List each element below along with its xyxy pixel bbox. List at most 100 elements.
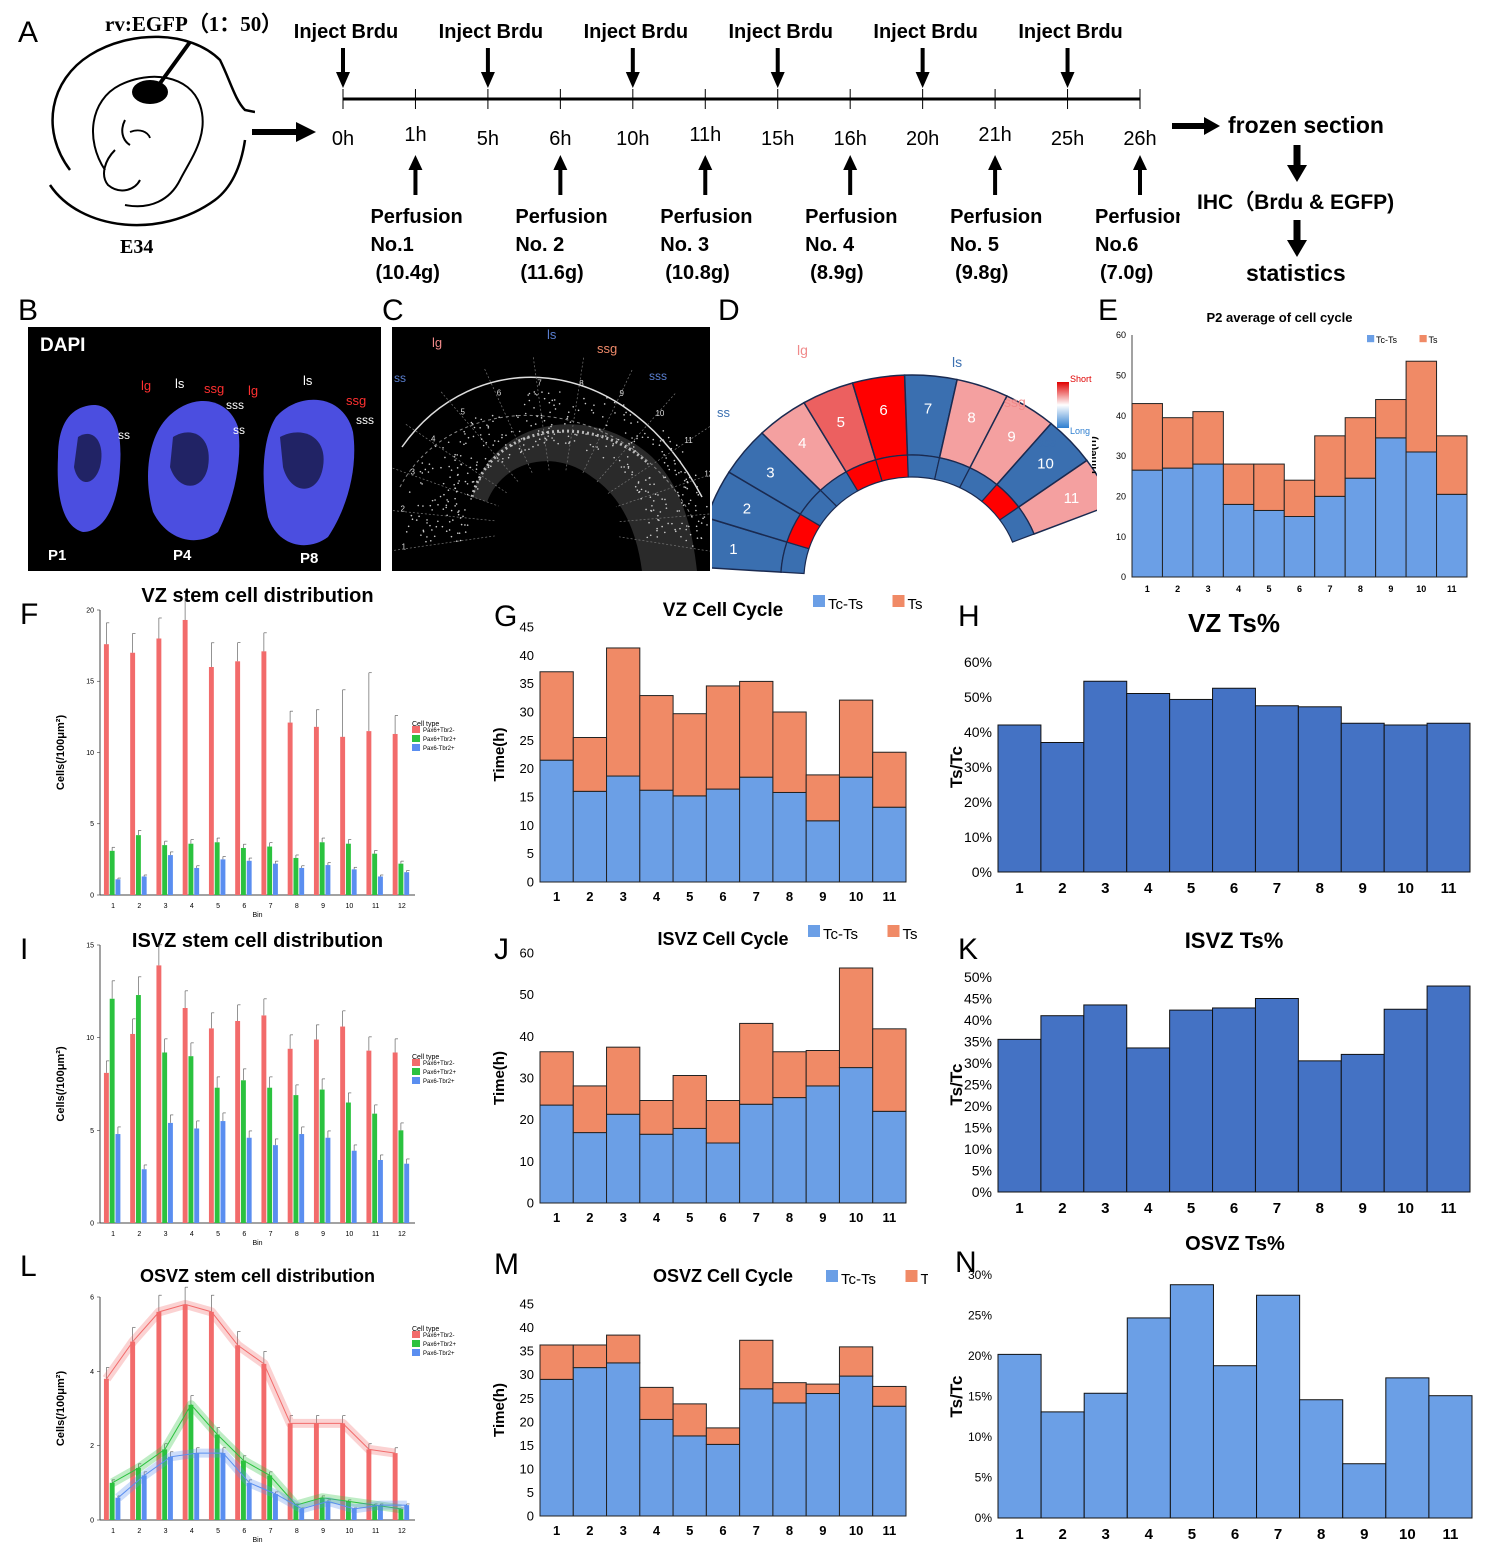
bar <box>168 1123 173 1223</box>
b-label-ss-2: ss <box>233 423 245 437</box>
c-cell-dot <box>483 445 485 447</box>
y-tick-label: 0 <box>90 892 94 899</box>
c-cell-dot <box>678 472 680 474</box>
c-cell-dot <box>525 413 527 415</box>
x-tick-label: 10 <box>849 889 863 904</box>
x-tick-label: 6 <box>242 1528 246 1535</box>
c-cell-dot <box>675 531 677 533</box>
c-cell-dot <box>668 437 670 439</box>
x-tick-label: 4 <box>1144 880 1153 897</box>
c-cell-dot <box>674 460 676 462</box>
y-tick-label: 5 <box>90 1128 94 1135</box>
c-label-sss: sss <box>649 369 667 383</box>
bar-segment <box>806 821 839 882</box>
bar <box>1041 1016 1084 1192</box>
perfusion-arrow-head <box>553 155 567 170</box>
c-cell-dot <box>618 439 620 441</box>
bar-segment <box>673 714 706 796</box>
y-tick-label: 45% <box>964 990 992 1006</box>
bar-segment <box>573 1345 606 1368</box>
c-cell-dot <box>486 424 488 426</box>
embryo-drawing <box>30 20 255 235</box>
c-cell-dot <box>416 519 418 521</box>
c-cell-dot <box>655 493 657 495</box>
x-tick-label: 7 <box>269 1528 273 1535</box>
x-tick-label: 6 <box>1297 584 1302 594</box>
x-tick-label: 3 <box>620 1210 627 1225</box>
bar-segment <box>706 1444 739 1516</box>
y-tick-label: 50% <box>964 689 992 705</box>
legend-label: Pax6+Tbr2- <box>423 728 455 734</box>
panel-letter-l: L <box>20 1252 37 1282</box>
time-label: 20h <box>906 128 939 150</box>
x-tick-label: 4 <box>1145 1526 1154 1543</box>
x-tick-label: 7 <box>269 903 273 910</box>
y-axis-label: Time(h) <box>1092 436 1099 476</box>
c-cell-dot <box>476 464 478 466</box>
c-cell-dot <box>674 529 676 531</box>
d-scale-long: Long <box>1070 426 1090 436</box>
flow-arrow-down-1 <box>1286 145 1308 183</box>
y-tick-label: 20 <box>86 607 94 614</box>
bar <box>293 1095 298 1223</box>
legend-swatch <box>412 726 420 733</box>
bar <box>156 639 161 896</box>
bar <box>1343 1464 1386 1518</box>
y-tick-label: 20 <box>520 761 534 776</box>
x-tick-label: 10 <box>345 1231 353 1238</box>
c-cell-dot <box>676 444 678 446</box>
bar <box>215 1088 220 1223</box>
bar-segment <box>540 672 573 760</box>
c-bin-number: 12 <box>704 470 710 479</box>
c-cell-dot <box>467 494 469 496</box>
x-axis-label: Bin <box>252 912 262 919</box>
x-tick-label: 8 <box>786 889 793 904</box>
c-cell-dot <box>490 465 492 467</box>
bar <box>1384 725 1427 872</box>
c-cell-dot <box>460 517 462 519</box>
bar <box>168 855 173 895</box>
y-tick-label: 15% <box>964 1119 992 1135</box>
bar-segment <box>873 1386 906 1406</box>
y-tick-label: 20 <box>520 1112 534 1127</box>
bar <box>1170 1010 1213 1192</box>
perfusion-weight: (9.8g) <box>955 262 1008 284</box>
x-tick-label: 11 <box>882 1210 896 1225</box>
c-cell-dot <box>535 423 537 425</box>
x-tick-label: 8 <box>1317 1526 1325 1543</box>
c-cell-dot <box>519 431 521 433</box>
c-cell-dot <box>650 535 652 537</box>
bar <box>104 1379 109 1520</box>
c-cell-dot <box>631 437 633 439</box>
x-tick-label: 6 <box>1230 880 1238 897</box>
x-tick-label: 1 <box>1145 584 1150 594</box>
c-cell-dot <box>457 511 459 513</box>
d-label-ssg: ssg <box>1004 394 1026 410</box>
c-cell-dot <box>432 468 434 470</box>
c-cell-dot <box>674 470 676 472</box>
b-label-ls-1: ls <box>175 376 185 391</box>
c-cell-dot <box>553 404 555 406</box>
bar <box>320 842 325 895</box>
bar-segment <box>839 777 872 882</box>
c-cell-dot <box>677 492 679 494</box>
c-cell-dot <box>448 489 450 491</box>
c-cell-dot <box>420 482 422 484</box>
bar <box>1384 1009 1427 1192</box>
bar <box>188 1405 193 1520</box>
c-cell-dot <box>425 469 427 471</box>
chart-title: OSVZ Cell Cycle <box>653 1266 793 1286</box>
bar <box>372 854 377 895</box>
c-cell-dot <box>544 420 546 422</box>
bar <box>130 1034 135 1223</box>
timeline: 0hInject Brdu1hPerfusionNo.1(10.4g)5hInj… <box>290 10 1180 310</box>
c-cell-dot <box>629 449 631 451</box>
d-bin-number: 3 <box>766 465 774 482</box>
chart-title: P2 average of cell cycle <box>1207 310 1353 325</box>
perfusion-arrow-head <box>988 155 1002 170</box>
bar <box>1300 1400 1343 1518</box>
c-cell-dot <box>457 482 459 484</box>
x-tick-label: 5 <box>1187 880 1195 897</box>
bar <box>1298 1061 1341 1192</box>
time-label: 6h <box>549 128 571 150</box>
